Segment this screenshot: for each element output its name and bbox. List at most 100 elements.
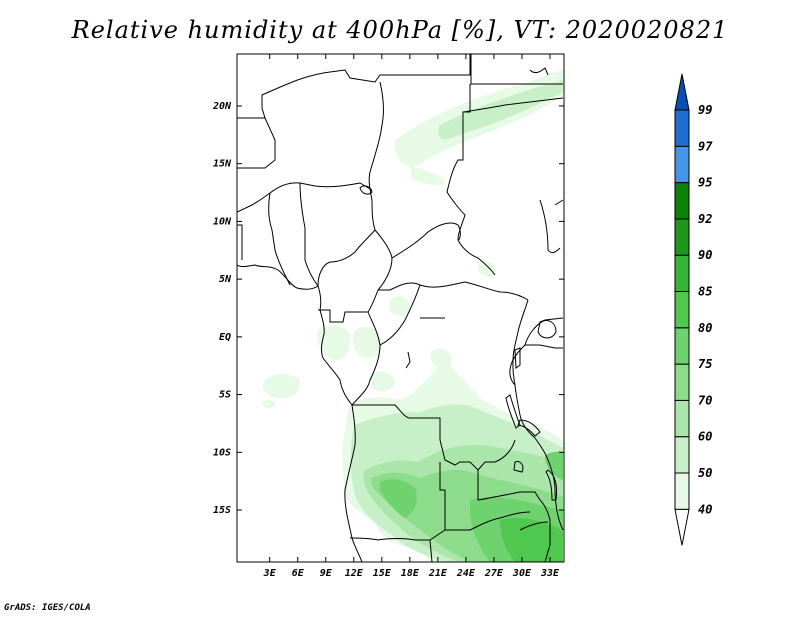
- border: [446, 84, 496, 276]
- colorbar-label: 95: [698, 176, 712, 190]
- lake: [505, 394, 521, 429]
- country-borders: [237, 54, 564, 562]
- lat-tick-label: 20N: [212, 101, 232, 112]
- colorbar-segment: [674, 182, 690, 220]
- colorbar-label: 40: [698, 502, 712, 516]
- coastline: [519, 521, 549, 531]
- border: [351, 311, 381, 406]
- colorbar-segment: [674, 472, 690, 510]
- border: [470, 54, 563, 85]
- lake: [545, 469, 558, 501]
- colorbar-label: 97: [698, 139, 713, 153]
- humidity-area: [353, 326, 382, 359]
- border: [367, 229, 393, 313]
- border: [477, 470, 551, 562]
- colorbar-segment: [674, 73, 690, 111]
- colorbar-label: 70: [698, 393, 712, 407]
- humidity-area: [437, 80, 563, 140]
- colorbar-segment: [674, 327, 690, 365]
- border: [349, 462, 446, 541]
- lake: [537, 319, 557, 339]
- colorbar-segment: [674, 291, 690, 329]
- lon-tick-label: 18E: [401, 568, 420, 579]
- lon-tick-label: 9E: [320, 568, 333, 579]
- latitude-axis: 20N 15N 10N 5N EQ 5S 10S 15S: [212, 101, 564, 516]
- lon-tick-label: 27E: [484, 568, 504, 579]
- colorbar-segment: [674, 399, 690, 438]
- humidity-area: [317, 325, 351, 361]
- lake: [513, 461, 524, 473]
- lat-tick-label: 10N: [213, 216, 232, 227]
- colorbar-label: 80: [698, 321, 712, 335]
- border: [237, 117, 276, 169]
- lon-tick-label: 3E: [263, 568, 277, 579]
- colorbar-segment: [674, 145, 690, 184]
- border: [352, 404, 516, 471]
- grads-credit: GrADS: IGES/COLA: [4, 603, 91, 613]
- colorbar-segment: [674, 109, 690, 147]
- border: [429, 539, 433, 562]
- border: [268, 192, 291, 286]
- humidity-area: [370, 371, 395, 392]
- lon-tick-label: 33E: [540, 568, 560, 579]
- humidity-area: [380, 479, 417, 518]
- humidity-area: [262, 399, 276, 409]
- colorbar-label: 75: [698, 357, 712, 371]
- lon-tick-label: 6E: [292, 568, 305, 579]
- coastline: [317, 285, 363, 562]
- border: [445, 511, 531, 531]
- lat-tick-label: 5S: [219, 390, 231, 401]
- humidity-area: [478, 260, 496, 278]
- humidity-area: [390, 296, 410, 316]
- colorbar: 40 50 60 70 75 80 85 90 92 95 97 99: [674, 73, 713, 546]
- lon-tick-label: 12E: [345, 568, 364, 579]
- lon-tick-label: 24E: [456, 568, 476, 579]
- colorbar-label: 85: [698, 285, 712, 299]
- border: [317, 199, 376, 287]
- humidity-area: [410, 165, 445, 186]
- lake: [517, 419, 541, 437]
- border: [379, 284, 421, 346]
- lon-tick-label: 15E: [373, 568, 392, 579]
- lat-tick-label: 10S: [213, 447, 231, 458]
- border: [539, 199, 561, 254]
- border: [391, 222, 461, 259]
- colorbar-segment: [674, 436, 690, 474]
- humidity-area: [500, 517, 563, 562]
- colorbar-label: 90: [698, 248, 712, 262]
- colorbar-label: 99: [698, 103, 712, 117]
- border: [509, 344, 563, 386]
- longitude-axis: 3E 6E 9E 12E 15E 18E 21E 24E 27E 30E 33E: [263, 54, 560, 579]
- lake: [514, 347, 521, 369]
- colorbar-segment: [674, 508, 690, 546]
- border: [237, 54, 471, 119]
- coastline: [237, 224, 243, 260]
- border: [524, 317, 564, 346]
- lake: [359, 185, 373, 195]
- coastline: [529, 67, 549, 76]
- lat-tick-label: 15S: [213, 505, 231, 516]
- border: [462, 97, 564, 113]
- map-frame: [236, 53, 565, 563]
- humidity-shading: [262, 70, 563, 562]
- border: [378, 281, 529, 301]
- colorbar-segment: [674, 218, 690, 256]
- border: [318, 309, 368, 323]
- lat-tick-label: EQ: [219, 332, 231, 343]
- border: [237, 182, 373, 213]
- lon-tick-label: 30E: [512, 568, 532, 579]
- coastline: [405, 351, 411, 369]
- border: [554, 199, 564, 206]
- humidity-area: [430, 348, 452, 369]
- colorbar-label: 92: [698, 212, 712, 226]
- lat-tick-label: 5N: [219, 274, 232, 285]
- border: [368, 81, 384, 201]
- lat-tick-label: 15N: [213, 159, 232, 170]
- border: [512, 299, 536, 439]
- humidity-area: [263, 374, 301, 399]
- lon-tick-label: 21E: [428, 568, 448, 579]
- colorbar-segment: [674, 363, 690, 401]
- humidity-area: [545, 451, 563, 480]
- colorbar-label: 60: [698, 430, 712, 444]
